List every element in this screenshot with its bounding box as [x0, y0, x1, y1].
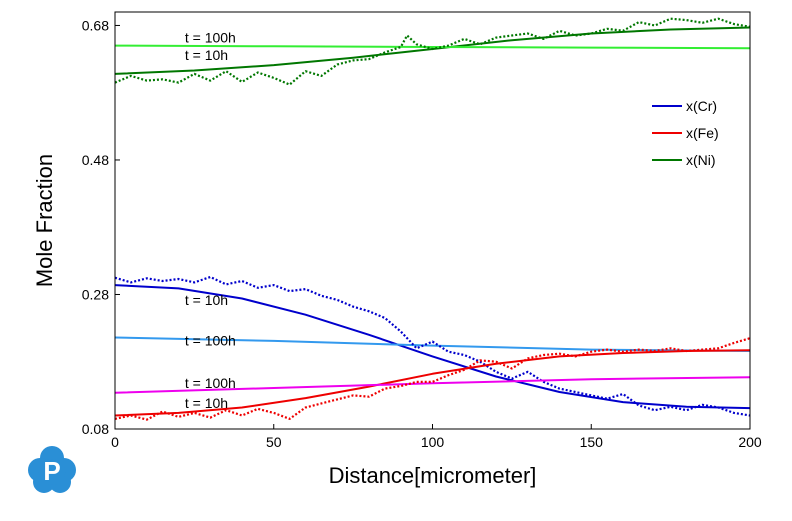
legend-label: x(Fe) — [686, 125, 719, 141]
y-axis-title: Mole Fraction — [32, 154, 57, 287]
plot-lines — [115, 17, 750, 421]
curve-annotation: t = 100h — [185, 375, 236, 391]
y-tick-label: 0.48 — [82, 152, 109, 168]
curve-annotation: t = 100h — [185, 29, 236, 45]
plot-frame — [114, 11, 751, 430]
logo-letter: P — [43, 456, 60, 486]
series-line-xfe-t100h — [115, 376, 750, 394]
legend: x(Cr) x(Fe) x(Ni) — [652, 98, 719, 168]
legend-label: x(Cr) — [686, 98, 717, 114]
x-tick-label: 0 — [111, 434, 119, 450]
series-line-xcr-t10h — [115, 284, 750, 410]
series-line-xcr-initial — [115, 275, 750, 417]
curve-annotation: t = 100h — [185, 333, 236, 349]
curve-annotation: t = 10h — [185, 395, 228, 411]
x-tick-label: 50 — [266, 434, 282, 450]
x-tick-label: 150 — [580, 434, 604, 450]
legend-label: x(Ni) — [686, 152, 716, 168]
curve-annotation: t = 10h — [185, 47, 228, 63]
series-line-xni-t100h — [115, 44, 750, 50]
logo-cloud — [28, 446, 76, 493]
logo-icon: P — [28, 446, 76, 493]
x-axis-title: Distance[micrometer] — [329, 463, 537, 488]
x-tick-label: 100 — [421, 434, 445, 450]
annotations: t = 100h t = 10h t = 10h t = 100h t = 100h t … — [185, 29, 236, 411]
curve-annotation: t = 10h — [185, 292, 228, 308]
series-line-xcr-t100h — [115, 336, 750, 352]
y-tick-label: 0.68 — [82, 17, 109, 33]
y-tick-label: 0.08 — [82, 421, 109, 437]
series-line-xfe-t10h — [115, 349, 750, 417]
x-tick-label: 200 — [738, 434, 762, 450]
y-tick-label: 0.28 — [82, 286, 109, 302]
series-line-xni-initial — [115, 17, 750, 86]
ticks: 0 50 100 150 200 0.08 0.28 0.48 0.68 — [82, 17, 762, 450]
